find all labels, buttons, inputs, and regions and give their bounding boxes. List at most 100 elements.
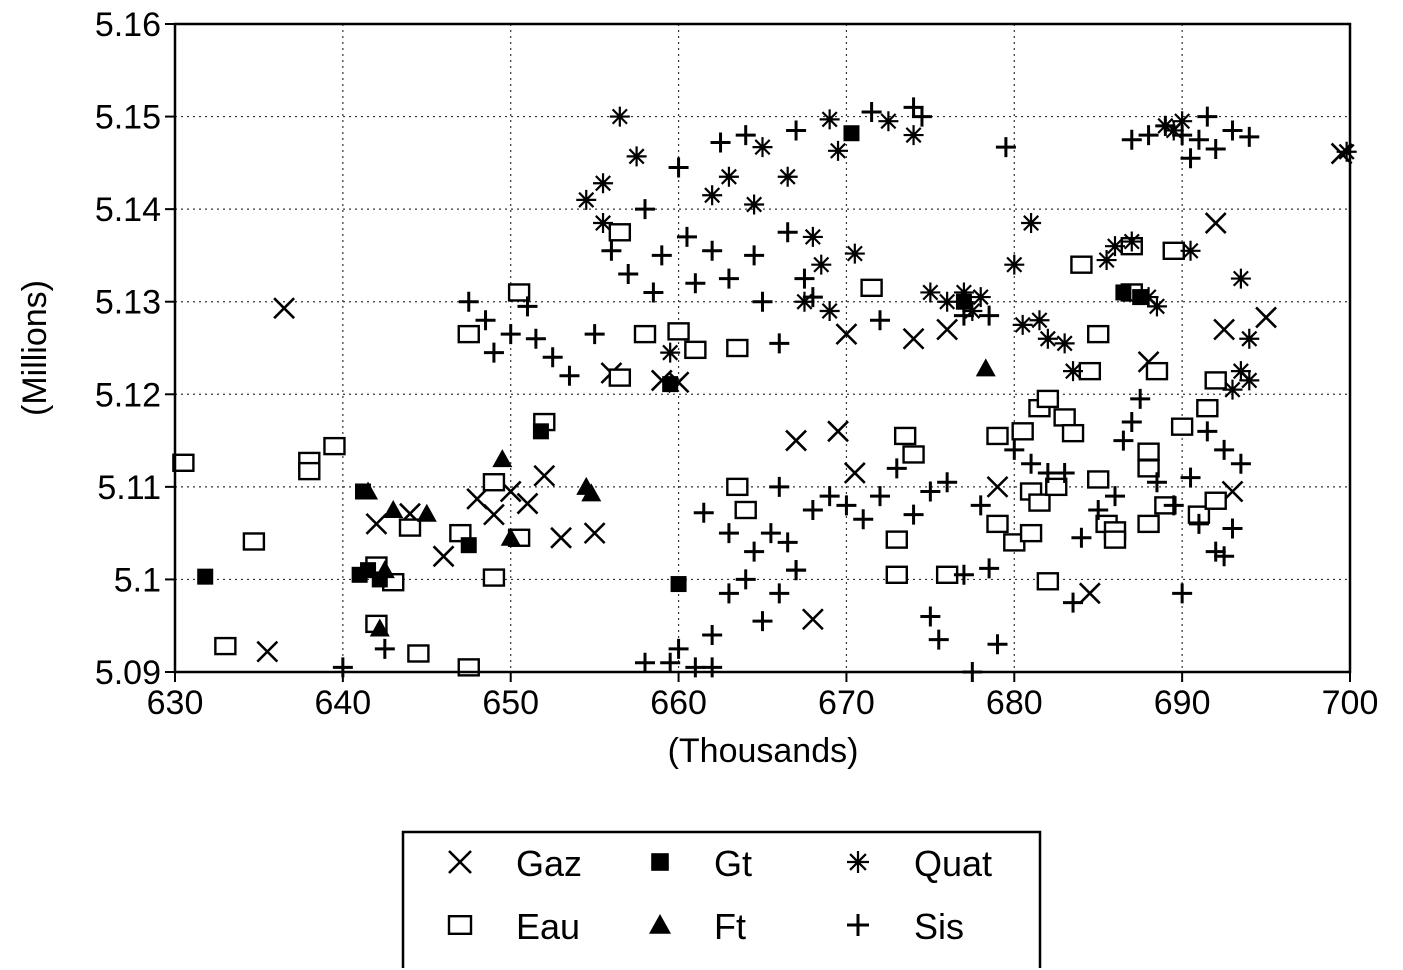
data-point-gaz: [827, 420, 849, 443]
legend-label-gaz: Gaz: [516, 843, 582, 884]
data-point-eau: [1003, 533, 1026, 552]
legend-label-sis: Sis: [914, 906, 964, 947]
data-point-gaz: [533, 464, 556, 487]
data-point-ft: [383, 500, 404, 518]
data-point-eau: [1028, 493, 1051, 512]
data-point-eau: [1011, 422, 1034, 441]
data-point-gaz: [583, 522, 606, 545]
data-point-gaz: [1330, 142, 1353, 165]
data-point-sis: [995, 137, 1016, 158]
data-point-eau: [608, 368, 632, 387]
data-point-ft: [358, 481, 379, 500]
data-point-gaz: [1078, 582, 1101, 605]
data-point-sis: [836, 495, 857, 516]
data-point-quat: [819, 109, 840, 130]
data-point-sis: [1222, 120, 1243, 141]
data-point-quat: [1172, 111, 1193, 132]
x-tick-label: 690: [1154, 684, 1211, 722]
data-point-eau: [1204, 371, 1227, 390]
x-axis-ticks: 630 640 650 660 670 680 690 700: [147, 672, 1379, 722]
data-point-eau: [893, 426, 917, 446]
x-tick-label: 680: [986, 684, 1043, 722]
x-tick-label: 660: [650, 684, 707, 722]
data-point-gaz: [936, 318, 959, 341]
data-point-quat: [626, 146, 647, 167]
data-point-eau: [1137, 442, 1160, 461]
data-point-quat: [752, 137, 773, 158]
data-point-eau: [1204, 491, 1227, 510]
y-tick-label: 5.11: [97, 469, 161, 507]
data-point-sis: [500, 324, 521, 345]
y-tick-label: 5.16: [95, 6, 161, 44]
data-point-eau: [1087, 470, 1110, 489]
data-point-sis: [786, 120, 807, 141]
data-point-gaz: [986, 475, 1009, 498]
data-point-quat: [903, 125, 924, 146]
data-point-sis: [584, 324, 605, 345]
data-point-sis: [374, 638, 395, 659]
data-point-sis: [802, 500, 823, 520]
data-point-sis: [802, 287, 823, 308]
data-point-sis: [702, 240, 723, 261]
y-tick-label: 5.13: [95, 284, 161, 322]
data-point-gaz: [785, 429, 807, 452]
data-point-sis: [1230, 453, 1251, 474]
data-point-sis: [668, 157, 689, 178]
data-point-eau: [1036, 572, 1060, 591]
data-point-quat: [660, 342, 681, 363]
data-point-sis: [676, 226, 697, 247]
data-point-sis: [718, 523, 739, 544]
data-point-quat: [1222, 379, 1243, 400]
y-tick-label: 5.12: [95, 376, 161, 414]
y-tick-label: 5.15: [95, 99, 161, 137]
data-point-eau: [1053, 408, 1076, 427]
data-point-sis: [718, 583, 739, 604]
data-point-sis: [1037, 462, 1058, 483]
data-point-sis: [1004, 439, 1025, 460]
data-point-sis: [870, 486, 890, 507]
data-point-quat: [1105, 236, 1125, 257]
x-axis-title: (Thousands): [668, 732, 859, 770]
data-point-eau: [885, 530, 908, 549]
data-point-ft: [492, 449, 513, 468]
data-point-sis: [559, 365, 580, 386]
data-point-ft: [581, 483, 602, 502]
data-point-sis: [979, 558, 1000, 579]
data-point-eau: [1061, 423, 1085, 443]
data-point-sis: [1172, 125, 1193, 146]
data-point-gaz: [801, 608, 824, 631]
series-sis: [332, 97, 1260, 682]
data-point-eau: [1170, 417, 1194, 436]
data-point-eau: [608, 223, 632, 242]
data-point-quat: [1054, 333, 1075, 354]
data-point-quat: [593, 213, 614, 234]
data-point-quat: [1004, 254, 1025, 275]
data-point-quat: [878, 111, 899, 132]
data-point-sis: [1214, 546, 1235, 567]
data-point-sis: [777, 222, 798, 243]
data-point-sis: [458, 291, 479, 312]
data-points: [172, 97, 1357, 682]
data-point-sis: [735, 125, 756, 146]
data-point-sis: [1188, 513, 1209, 534]
data-point-sis: [525, 328, 546, 349]
data-point-quat: [1037, 328, 1058, 349]
data-point-quat: [1336, 141, 1357, 162]
data-point-gt: [460, 537, 477, 554]
data-point-sis: [1222, 518, 1243, 539]
data-point-eau: [407, 644, 430, 663]
data-point-sis: [920, 606, 941, 627]
data-point-eau: [398, 518, 422, 537]
data-point-quat: [1096, 250, 1117, 271]
data-point-quat: [1021, 213, 1042, 234]
x-tick-label: 700: [1322, 684, 1379, 722]
data-point-quat: [811, 254, 832, 275]
legend-label-ft: Ft: [714, 906, 746, 947]
plus-marker-icon: [847, 914, 869, 936]
data-point-quat: [702, 185, 723, 206]
data-point-quat: [1146, 296, 1167, 317]
data-point-eau: [885, 565, 908, 584]
data-point-eau: [1196, 398, 1219, 418]
x-tick-label: 670: [818, 684, 875, 722]
data-point-sis: [1146, 472, 1167, 493]
